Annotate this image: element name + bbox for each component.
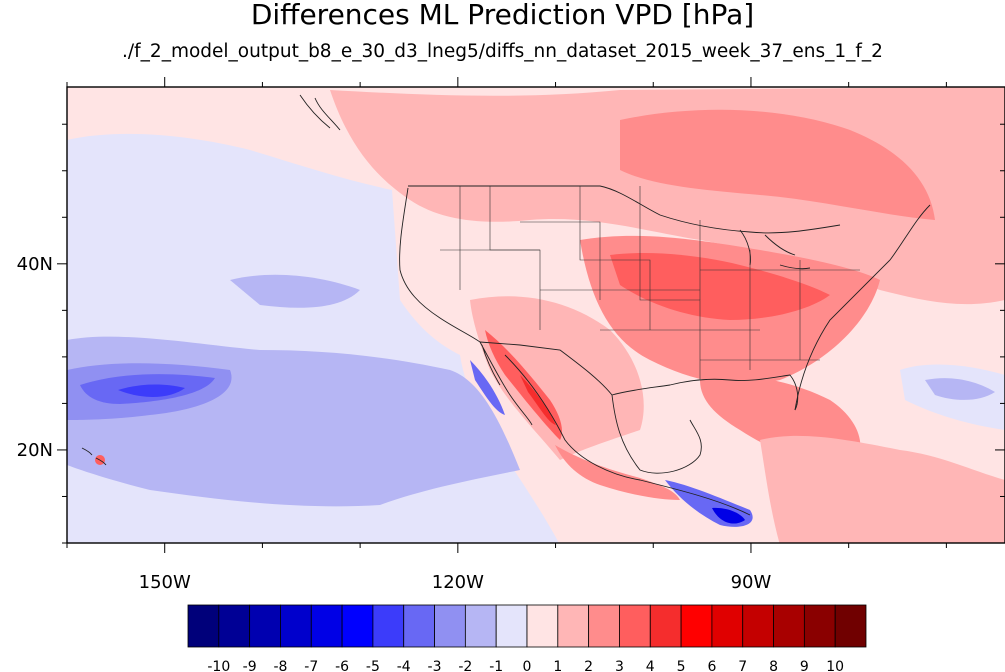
colorbar-box [711, 604, 744, 648]
colorbar-box [218, 604, 251, 648]
colorbar-box [619, 604, 651, 648]
us-canada-border [408, 185, 841, 234]
colorbar-box [403, 604, 435, 648]
colorbar-box [649, 604, 682, 648]
colorbar-label: -8 [273, 659, 287, 672]
mexico-red-ribbon [555, 445, 680, 500]
us-mexico-border [479, 341, 613, 396]
colorbar-label: 0 [523, 659, 532, 672]
alaska-panhandle [299, 94, 341, 131]
lat-tick-label: 20N [17, 440, 53, 461]
lon-tick-label: 120W [432, 572, 484, 593]
map-title: Differences ML Prediction VPD [hPa] [250, 0, 755, 31]
colorbar-label: -5 [366, 659, 380, 672]
state-line-4 [579, 186, 651, 330]
colorbar-label: 8 [769, 659, 778, 672]
colorbar-label: 10 [826, 659, 844, 672]
colorbar-box [464, 604, 497, 648]
colorbar-label: -2 [458, 659, 472, 672]
colorbar-label: 7 [738, 659, 747, 672]
axis-ticks [57, 77, 1005, 553]
mexico-pacific-coast [504, 354, 751, 516]
caribbean-red [760, 435, 1005, 543]
baja-peninsula [479, 341, 533, 426]
colorbar-label: -1 [489, 659, 503, 672]
canada-red-patch [620, 109, 935, 220]
colorbar-box [742, 604, 774, 648]
colorbar-label: 3 [615, 659, 624, 672]
colorbar-box [803, 604, 836, 648]
colorbar-label: 6 [707, 659, 716, 672]
colorbar-label: -10 [207, 659, 230, 672]
colorbar-label: 4 [646, 659, 655, 672]
central-us-deeper-red [610, 253, 830, 320]
state-line-3 [520, 221, 601, 300]
colorbar-box [249, 604, 281, 648]
great-lakes [739, 229, 811, 270]
atlantic-blue-patch [925, 378, 995, 400]
colorbar-box [341, 604, 374, 648]
gulf-coast [611, 374, 799, 411]
colorbar-box [434, 604, 466, 648]
colorbar-label: 5 [677, 659, 686, 672]
map-subtitle: ./f_2_model_output_b8_e_30_d3_lneg5/diff… [122, 41, 883, 62]
gulf-of-california-core [520, 375, 556, 425]
colorbar-label: 9 [800, 659, 809, 672]
mexico-dark-blue-patch [712, 507, 745, 524]
pacific-darkest-blue-core [118, 384, 185, 397]
colorbar-box [280, 604, 312, 648]
colorbar-box [526, 604, 559, 648]
us-west-coast [399, 187, 481, 343]
field-layer [67, 87, 1005, 543]
colorbar-label: 1 [553, 659, 562, 672]
colorbar-box [773, 604, 805, 648]
colorbar-label: -3 [428, 659, 442, 672]
colorbar-box [834, 604, 867, 648]
colorbar-label: 2 [584, 659, 593, 672]
state-line-5 [639, 186, 701, 380]
us-east-coast [794, 204, 931, 411]
colorbar-label: -6 [335, 659, 349, 672]
pacific-blue-patch-north [230, 274, 360, 308]
colorbar-box [588, 604, 620, 648]
colorbar-box [372, 604, 405, 648]
colorbar-box [495, 604, 528, 648]
colorbar-box [187, 604, 220, 648]
colorbar: -10 -9 -8 -7 -6 -5 -4 -3 -2 -1 0 1 2 3 4 5 6 7 8 9 10 [187, 604, 867, 672]
southwest-red [470, 296, 644, 460]
mexico-gulf-coast [611, 394, 702, 474]
lon-tick-label: 90W [731, 572, 772, 593]
state-borders-layer [440, 186, 860, 380]
axis-tick-labels: 150W 120W 90W 20N 40N [17, 254, 772, 593]
colorbar-box [557, 604, 590, 648]
colorbar-box [310, 604, 343, 648]
baja-coast-blue [470, 360, 505, 415]
colorbar-label: -4 [397, 659, 411, 672]
colorbar-box [680, 604, 713, 648]
map-frame [66, 86, 1005, 544]
lon-tick-label: 150W [139, 572, 191, 593]
lat-tick-label: 40N [17, 254, 53, 275]
colorbar-label: -9 [243, 659, 257, 672]
hawaii-islands [81, 447, 107, 466]
colorbar-label: -7 [304, 659, 318, 672]
coastline-layer [81, 94, 931, 516]
